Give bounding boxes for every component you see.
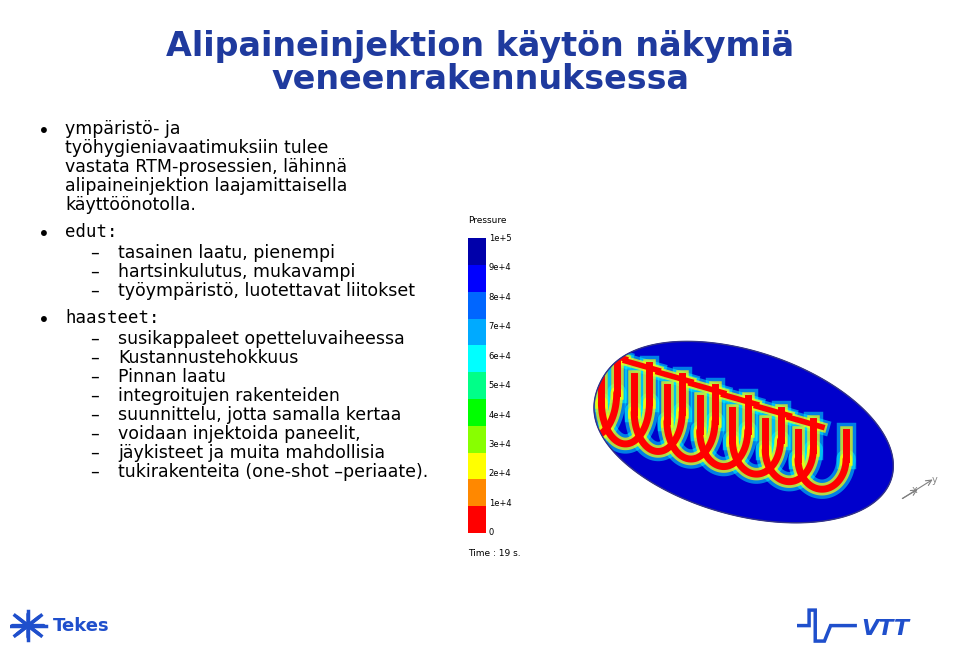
Text: 1e+5: 1e+5 xyxy=(489,234,512,243)
Text: VTT: VTT xyxy=(861,619,909,639)
Bar xyxy=(468,318,486,346)
Text: 1e+4: 1e+4 xyxy=(489,499,512,508)
Text: –: – xyxy=(90,406,99,424)
Text: Time : 19 s.: Time : 19 s. xyxy=(468,549,521,559)
Text: •: • xyxy=(38,225,50,244)
Text: ympäristö- ja: ympäristö- ja xyxy=(65,120,180,138)
Text: Tekes: Tekes xyxy=(53,616,109,635)
Text: –: – xyxy=(90,463,99,481)
Text: 0: 0 xyxy=(489,528,494,538)
Text: y: y xyxy=(932,475,938,485)
Bar xyxy=(468,453,486,479)
Text: työhygieniavaatimuksiin tulee: työhygieniavaatimuksiin tulee xyxy=(65,139,328,157)
Text: 8e+4: 8e+4 xyxy=(489,293,512,302)
Text: Pressure: Pressure xyxy=(468,216,507,225)
Text: edut:: edut: xyxy=(65,223,117,241)
Text: x: x xyxy=(912,485,918,495)
Text: Pinnan laatu: Pinnan laatu xyxy=(118,368,226,386)
Text: Alipaineinjektion käytön näkymiä: Alipaineinjektion käytön näkymiä xyxy=(166,30,794,63)
Bar xyxy=(468,479,486,506)
Text: haasteet:: haasteet: xyxy=(65,309,159,327)
Text: –: – xyxy=(90,263,99,281)
Text: hartsinkulutus, mukavampi: hartsinkulutus, mukavampi xyxy=(118,263,355,281)
Text: alipaineinjektion laajamittaisella: alipaineinjektion laajamittaisella xyxy=(65,177,348,195)
Bar xyxy=(468,426,486,453)
Text: •: • xyxy=(38,122,50,141)
Text: –: – xyxy=(90,349,99,367)
Text: veneenrakennuksessa: veneenrakennuksessa xyxy=(271,63,689,96)
Text: 9e+4: 9e+4 xyxy=(489,263,512,272)
Bar xyxy=(468,372,486,399)
Text: integroitujen rakenteiden: integroitujen rakenteiden xyxy=(118,387,340,405)
Polygon shape xyxy=(594,342,894,523)
Bar xyxy=(468,506,486,533)
Text: –: – xyxy=(90,330,99,348)
Text: –: – xyxy=(90,244,99,262)
Text: 5e+4: 5e+4 xyxy=(489,381,512,390)
Text: tasainen laatu, pienempi: tasainen laatu, pienempi xyxy=(118,244,335,262)
Text: voidaan injektoida paneelit,: voidaan injektoida paneelit, xyxy=(118,425,361,443)
Bar xyxy=(468,265,486,292)
Text: 6e+4: 6e+4 xyxy=(489,352,512,361)
Bar xyxy=(468,399,486,426)
Text: työympäristö, luotettavat liitokset: työympäristö, luotettavat liitokset xyxy=(118,282,415,300)
Text: –: – xyxy=(90,425,99,443)
Text: jäykisteet ja muita mahdollisia: jäykisteet ja muita mahdollisia xyxy=(118,444,385,462)
Text: –: – xyxy=(90,387,99,405)
Text: tukirakenteita (one-shot –periaate).: tukirakenteita (one-shot –periaate). xyxy=(118,463,428,481)
Text: –: – xyxy=(90,444,99,462)
Bar xyxy=(468,238,486,265)
Text: susikappaleet opetteluvaiheessa: susikappaleet opetteluvaiheessa xyxy=(118,330,405,348)
Bar xyxy=(468,292,486,318)
Bar xyxy=(468,346,486,372)
Text: 4e+4: 4e+4 xyxy=(489,410,512,420)
Text: 3e+4: 3e+4 xyxy=(489,440,512,449)
Text: käyttöönotolla.: käyttöönotolla. xyxy=(65,196,196,214)
Text: Kustannustehokkuus: Kustannustehokkuus xyxy=(118,349,299,367)
Text: –: – xyxy=(90,368,99,386)
Text: suunnittelu, jotta samalla kertaa: suunnittelu, jotta samalla kertaa xyxy=(118,406,401,424)
Text: –: – xyxy=(90,282,99,300)
Text: 2e+4: 2e+4 xyxy=(489,469,512,479)
Text: •: • xyxy=(38,311,50,330)
Text: 7e+4: 7e+4 xyxy=(489,322,512,331)
Text: vastata RTM-prosessien, lähinnä: vastata RTM-prosessien, lähinnä xyxy=(65,158,348,176)
